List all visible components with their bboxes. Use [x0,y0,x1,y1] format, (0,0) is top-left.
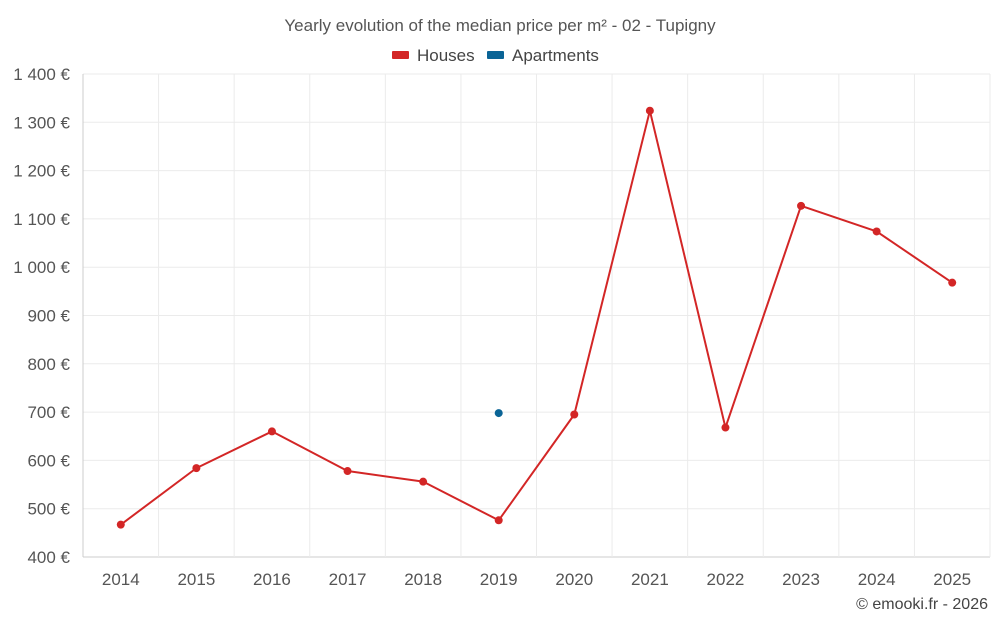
x-tick-label-2022: 2022 [707,570,745,589]
legend-item-houses[interactable]: Houses [392,46,475,65]
point-houses-2023[interactable] [797,201,806,210]
point-houses-2018[interactable] [419,477,428,486]
point-houses-2017[interactable] [343,467,352,476]
point-houses-2019[interactable] [494,516,503,525]
axes: 400 € 500 € 600 € 700 € 800 € 900 € 1 000 € 1 1… [13,65,971,589]
y-tick-label-1000: 1 000 € [13,258,70,277]
y-tick-label-1200: 1 200 € [13,162,70,181]
x-tick-label-2017: 2017 [329,570,367,589]
point-houses-2014[interactable] [116,520,125,529]
point-houses-2015[interactable] [192,464,201,473]
legend-label-apartments: Apartments [512,46,599,65]
y-tick-label-700: 700 € [27,403,70,422]
x-tick-label-2025: 2025 [933,570,971,589]
point-houses-2025[interactable] [948,278,957,287]
series-line-houses [120,109,953,526]
y-tick-label-800: 800 € [27,355,70,374]
point-houses-2016[interactable] [267,427,276,436]
legend-swatch-apartments [487,51,504,59]
point-houses-2021[interactable] [645,106,654,115]
y-tick-label-600: 600 € [27,451,70,470]
x-tick-label-2024: 2024 [858,570,896,589]
y-tick-label-900: 900 € [27,307,70,326]
legend-label-houses: Houses [417,46,475,65]
series [116,106,957,529]
y-tick-label-1100: 1 100 € [13,210,70,229]
x-tick-label-2016: 2016 [253,570,291,589]
point-houses-2020[interactable] [570,410,579,419]
y-tick-label-1300: 1 300 € [13,113,70,132]
grid [82,73,991,558]
credit: © emooki.fr - 2026 [856,596,988,613]
x-tick-label-2020: 2020 [555,570,593,589]
chart-title: Yearly evolution of the median price per… [284,16,716,35]
legend-item-apartments[interactable]: Apartments [487,46,599,65]
y-tick-label-500: 500 € [27,500,70,519]
x-tick-label-2021: 2021 [631,570,669,589]
x-tick-label-2018: 2018 [404,570,442,589]
y-tick-label-1400: 1 400 € [13,65,70,84]
legend-swatch-houses [392,51,409,59]
y-tick-label-400: 400 € [27,548,70,567]
legend: Houses Apartments [392,46,599,65]
point-apartments-2019[interactable] [494,409,503,418]
x-tick-label-2014: 2014 [102,570,140,589]
point-houses-2022[interactable] [721,423,730,432]
x-tick-label-2023: 2023 [782,570,820,589]
x-tick-label-2015: 2015 [177,570,215,589]
x-tick-label-2019: 2019 [480,570,518,589]
point-houses-2024[interactable] [872,227,881,236]
